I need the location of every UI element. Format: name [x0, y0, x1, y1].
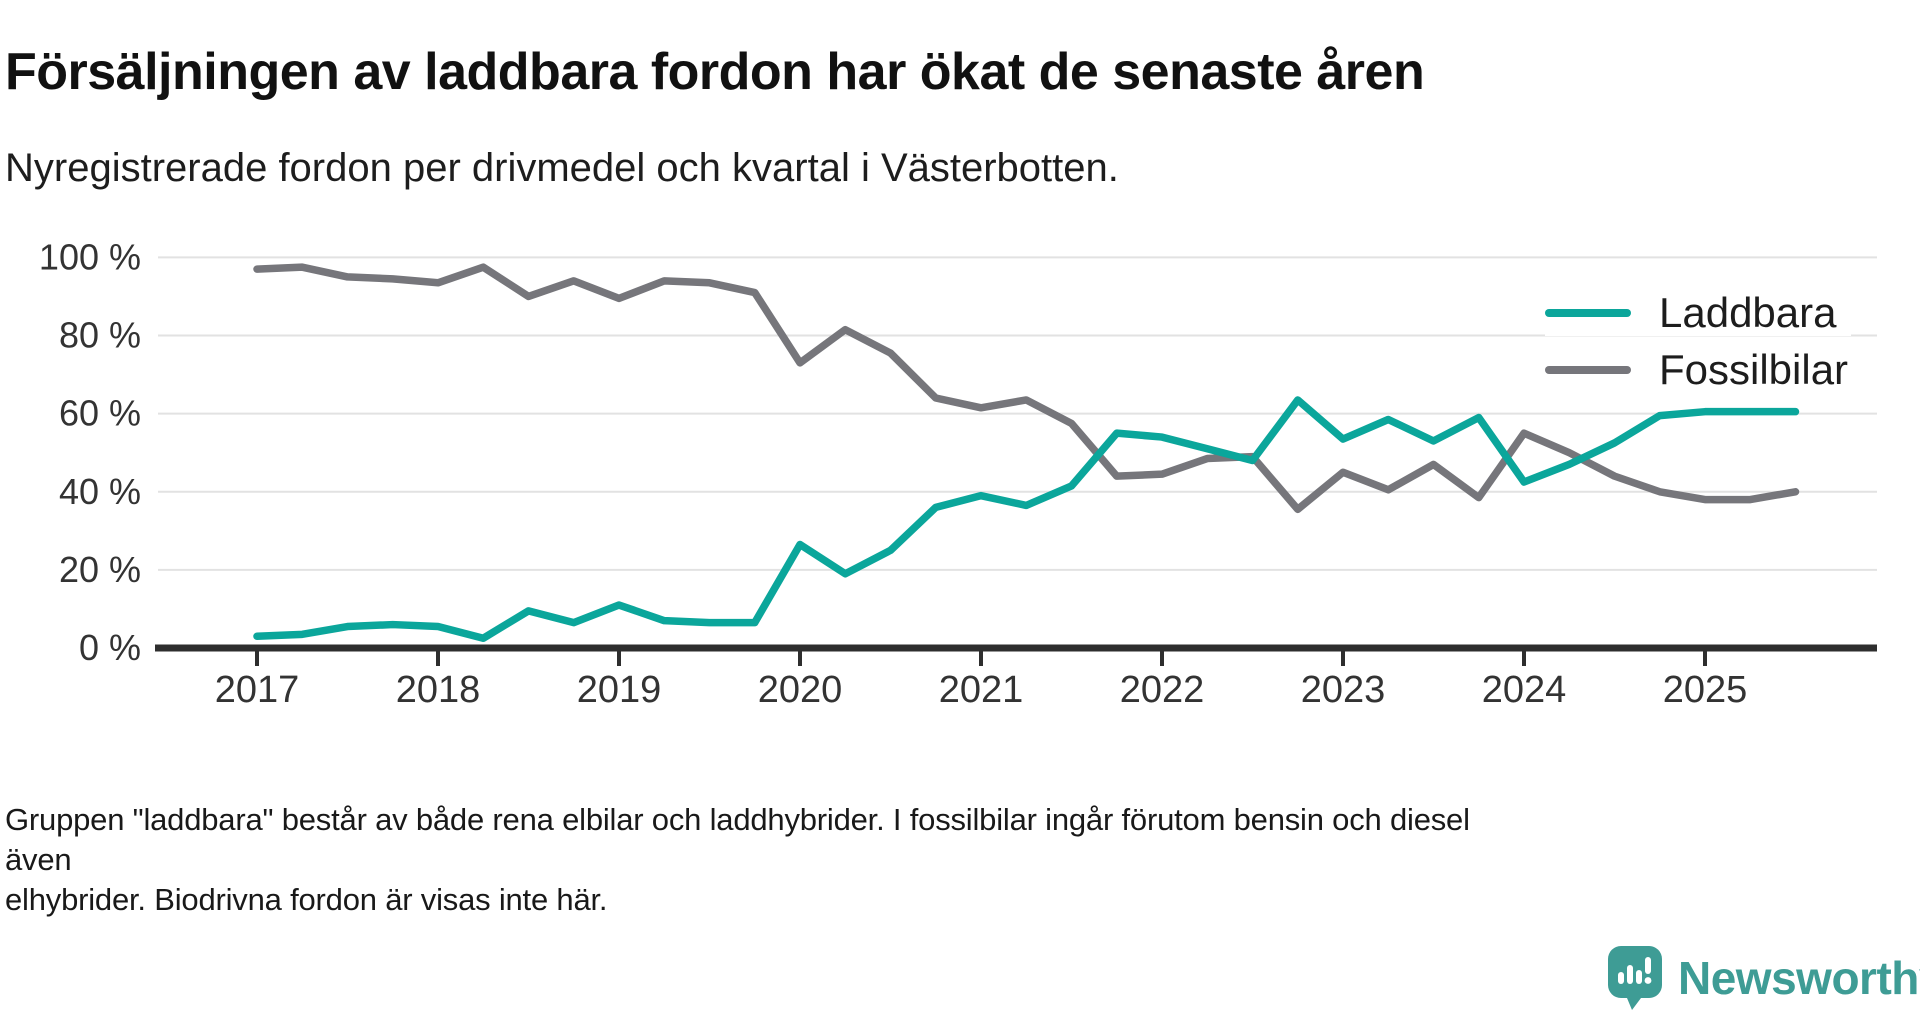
legend-label-laddbara: Laddbara — [1659, 289, 1837, 336]
newsworthy-brand: Newsworthy — [1608, 946, 1920, 1010]
y-tick-label: 20 % — [59, 549, 141, 590]
footnote: Gruppen "laddbara" består av både rena e… — [5, 800, 1505, 920]
x-tick-label: 2019 — [577, 669, 662, 711]
speech-bubble — [1608, 946, 1662, 1010]
y-tick-label: 0 % — [79, 627, 141, 668]
newsworthy-logo-icon — [1608, 946, 1662, 1010]
legend-item-laddbara: Laddbara — [1545, 289, 1851, 336]
x-tick-label: 2025 — [1663, 669, 1748, 711]
legend-label-fossilbilar: Fossilbilar — [1659, 346, 1849, 393]
x-tick-label: 2017 — [215, 669, 300, 711]
chart-title: Försäljningen av laddbara fordon har öka… — [5, 42, 1425, 101]
exclamation-bar — [1645, 957, 1651, 974]
series-line-fossilbilar — [253, 263, 1800, 514]
x-tick-label: 2018 — [396, 669, 481, 711]
y-tick-label: 100 % — [39, 236, 141, 277]
y-tick-label: 60 % — [59, 393, 141, 434]
footnote-line-1: Gruppen "laddbara" består av både rena e… — [5, 802, 1470, 877]
x-tick-label: 2022 — [1120, 669, 1205, 711]
bar-3 — [1636, 970, 1642, 984]
series-line-laddbara — [253, 396, 1800, 642]
exclamation-dot — [1644, 977, 1652, 984]
footnote-line-2: elhybrider. Biodrivna fordon är visas in… — [5, 882, 608, 917]
x-tick-label: 2024 — [1482, 669, 1567, 711]
x-tick-label: 2020 — [758, 669, 843, 711]
y-tick-label: 40 % — [59, 471, 141, 512]
legend-item-fossilbilar: Fossilbilar — [1545, 346, 1863, 393]
y-tick-label: 80 % — [59, 315, 141, 356]
bar-1 — [1618, 972, 1624, 984]
bar-2 — [1627, 965, 1633, 984]
legend-swatch-teal — [1545, 309, 1631, 317]
legend-swatch-gray — [1545, 366, 1631, 374]
x-tick-label: 2023 — [1301, 669, 1386, 711]
x-tick-label: 2021 — [939, 669, 1024, 711]
chart-subtitle: Nyregistrerade fordon per drivmedel och … — [5, 146, 1119, 190]
newsworthy-wordmark: Newsworthy — [1678, 952, 1920, 1004]
